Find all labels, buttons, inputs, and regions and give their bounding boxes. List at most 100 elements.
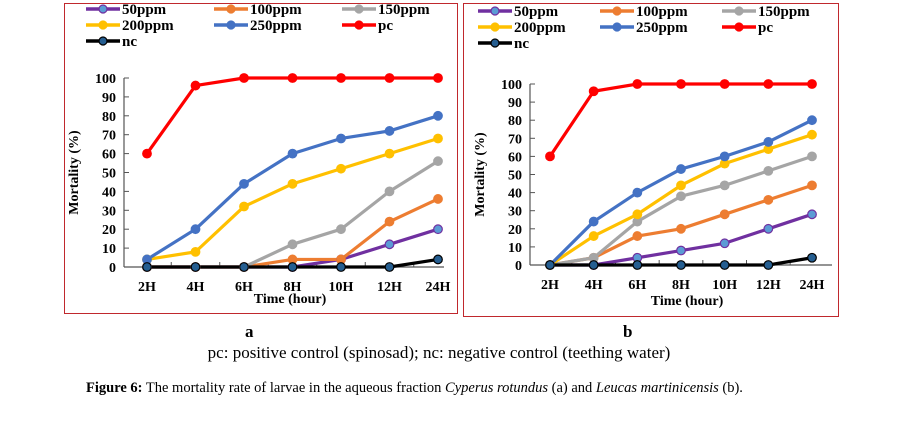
y-tick-label: 10 <box>508 241 522 256</box>
y-tick-label: 50 <box>102 167 116 182</box>
y-tick-label: 60 <box>508 150 522 165</box>
data-point-50ppm <box>807 209 817 220</box>
data-point-nc <box>433 254 443 265</box>
caption-text-2: (a) and <box>548 380 596 396</box>
y-tick-label: 0 <box>109 261 116 276</box>
data-point-250ppm <box>287 148 298 159</box>
data-point-250ppm <box>336 133 346 144</box>
data-point-100ppm <box>807 180 817 191</box>
data-point-50ppm <box>763 223 774 234</box>
legend-marker-150ppm <box>354 4 364 14</box>
x-tick-label: 6H <box>235 280 253 295</box>
caption-text-1: The mortality rate of larvae in the aque… <box>142 380 446 396</box>
legend-marker-nc <box>98 36 108 46</box>
legend-marker-250ppm <box>226 20 236 30</box>
data-point-200ppm <box>807 129 817 140</box>
legend-label-pc: pc <box>378 18 393 34</box>
legend-label-100ppm: 100ppm <box>250 2 302 18</box>
x-tick-label: 4H <box>187 280 205 295</box>
panel-label-b: b <box>623 322 633 341</box>
legend-marker-50ppm <box>490 6 500 16</box>
legend-label-50ppm: 50ppm <box>122 2 167 18</box>
data-point-200ppm <box>190 246 201 257</box>
panel-label-a: a <box>245 322 254 341</box>
figure-caption: Figure 6: The mortality rate of larvae i… <box>86 380 743 397</box>
data-point-pc <box>142 148 152 159</box>
y-tick-label: 60 <box>102 148 116 163</box>
legend-marker-50ppm <box>98 4 108 14</box>
data-point-nc <box>807 252 817 263</box>
data-point-pc <box>632 79 643 89</box>
y-tick-label: 10 <box>102 242 116 257</box>
data-point-150ppm <box>719 180 730 191</box>
data-point-200ppm <box>336 163 346 174</box>
data-point-200ppm <box>287 178 298 189</box>
data-point-200ppm <box>384 148 395 159</box>
data-point-100ppm <box>384 216 395 227</box>
data-point-nc <box>632 260 643 270</box>
y-tick-label: 0 <box>515 259 522 274</box>
legend-label-250ppm: 250ppm <box>250 18 302 34</box>
data-point-250ppm <box>384 126 395 136</box>
data-point-pc <box>433 73 443 83</box>
data-point-250ppm <box>433 110 443 121</box>
data-point-nc <box>287 262 298 272</box>
data-point-200ppm <box>433 133 443 144</box>
data-point-nc <box>676 260 686 270</box>
data-point-pc <box>807 79 817 89</box>
data-point-100ppm <box>433 194 443 204</box>
y-tick-label: 90 <box>102 91 116 106</box>
data-point-100ppm <box>632 231 643 241</box>
legend-label-150ppm: 150ppm <box>378 2 430 18</box>
legend-label-250ppm: 250ppm <box>636 20 688 36</box>
data-point-100ppm <box>763 194 774 205</box>
x-tick-label: 24H <box>426 280 451 295</box>
y-axis-title: Mortality (%) <box>473 132 488 217</box>
data-point-250ppm <box>763 137 774 147</box>
y-tick-label: 40 <box>508 187 522 202</box>
data-point-250ppm <box>676 164 686 174</box>
data-point-150ppm <box>763 165 774 176</box>
data-point-nc <box>336 262 346 272</box>
legend-marker-200ppm <box>490 22 500 32</box>
data-point-nc <box>239 262 249 272</box>
data-point-pc <box>545 151 555 162</box>
chart-a-frame <box>64 3 458 314</box>
data-point-150ppm <box>433 156 443 167</box>
x-tick-label: 2H <box>138 280 156 295</box>
data-point-pc <box>239 73 249 83</box>
data-point-150ppm <box>336 224 346 235</box>
data-point-50ppm <box>433 224 443 235</box>
legend-label-100ppm: 100ppm <box>636 4 688 20</box>
data-point-nc <box>588 260 599 270</box>
x-tick-label: 4H <box>585 278 603 293</box>
data-point-pc <box>588 86 599 97</box>
y-tick-label: 80 <box>102 110 116 125</box>
data-point-pc <box>384 73 395 83</box>
data-point-250ppm <box>632 187 643 198</box>
caption-text-3: (b). <box>718 380 743 396</box>
data-point-pc <box>676 79 686 89</box>
y-tick-label: 80 <box>508 114 522 129</box>
data-point-nc <box>384 262 395 272</box>
x-tick-label: 2H <box>541 278 559 293</box>
legend-marker-250ppm <box>612 22 622 32</box>
data-point-200ppm <box>676 180 686 191</box>
y-tick-label: 40 <box>102 185 116 200</box>
data-point-nc <box>763 260 774 270</box>
y-tick-label: 100 <box>95 72 116 87</box>
legend-label-150ppm: 150ppm <box>758 4 810 20</box>
caption-label: Figure 6: <box>86 380 143 396</box>
x-axis-title: Time (hour) <box>651 294 724 309</box>
y-tick-label: 20 <box>508 223 522 238</box>
data-point-150ppm <box>384 186 395 197</box>
x-tick-label: 8H <box>284 280 302 295</box>
data-point-200ppm <box>239 201 249 212</box>
x-tick-label: 10H <box>329 280 354 295</box>
data-point-50ppm <box>676 245 686 256</box>
series-line-pc <box>548 82 812 158</box>
legend-marker-100ppm <box>226 4 236 14</box>
control-note: pc: positive control (spinosad); nc: neg… <box>207 343 671 362</box>
data-point-150ppm <box>676 191 686 202</box>
